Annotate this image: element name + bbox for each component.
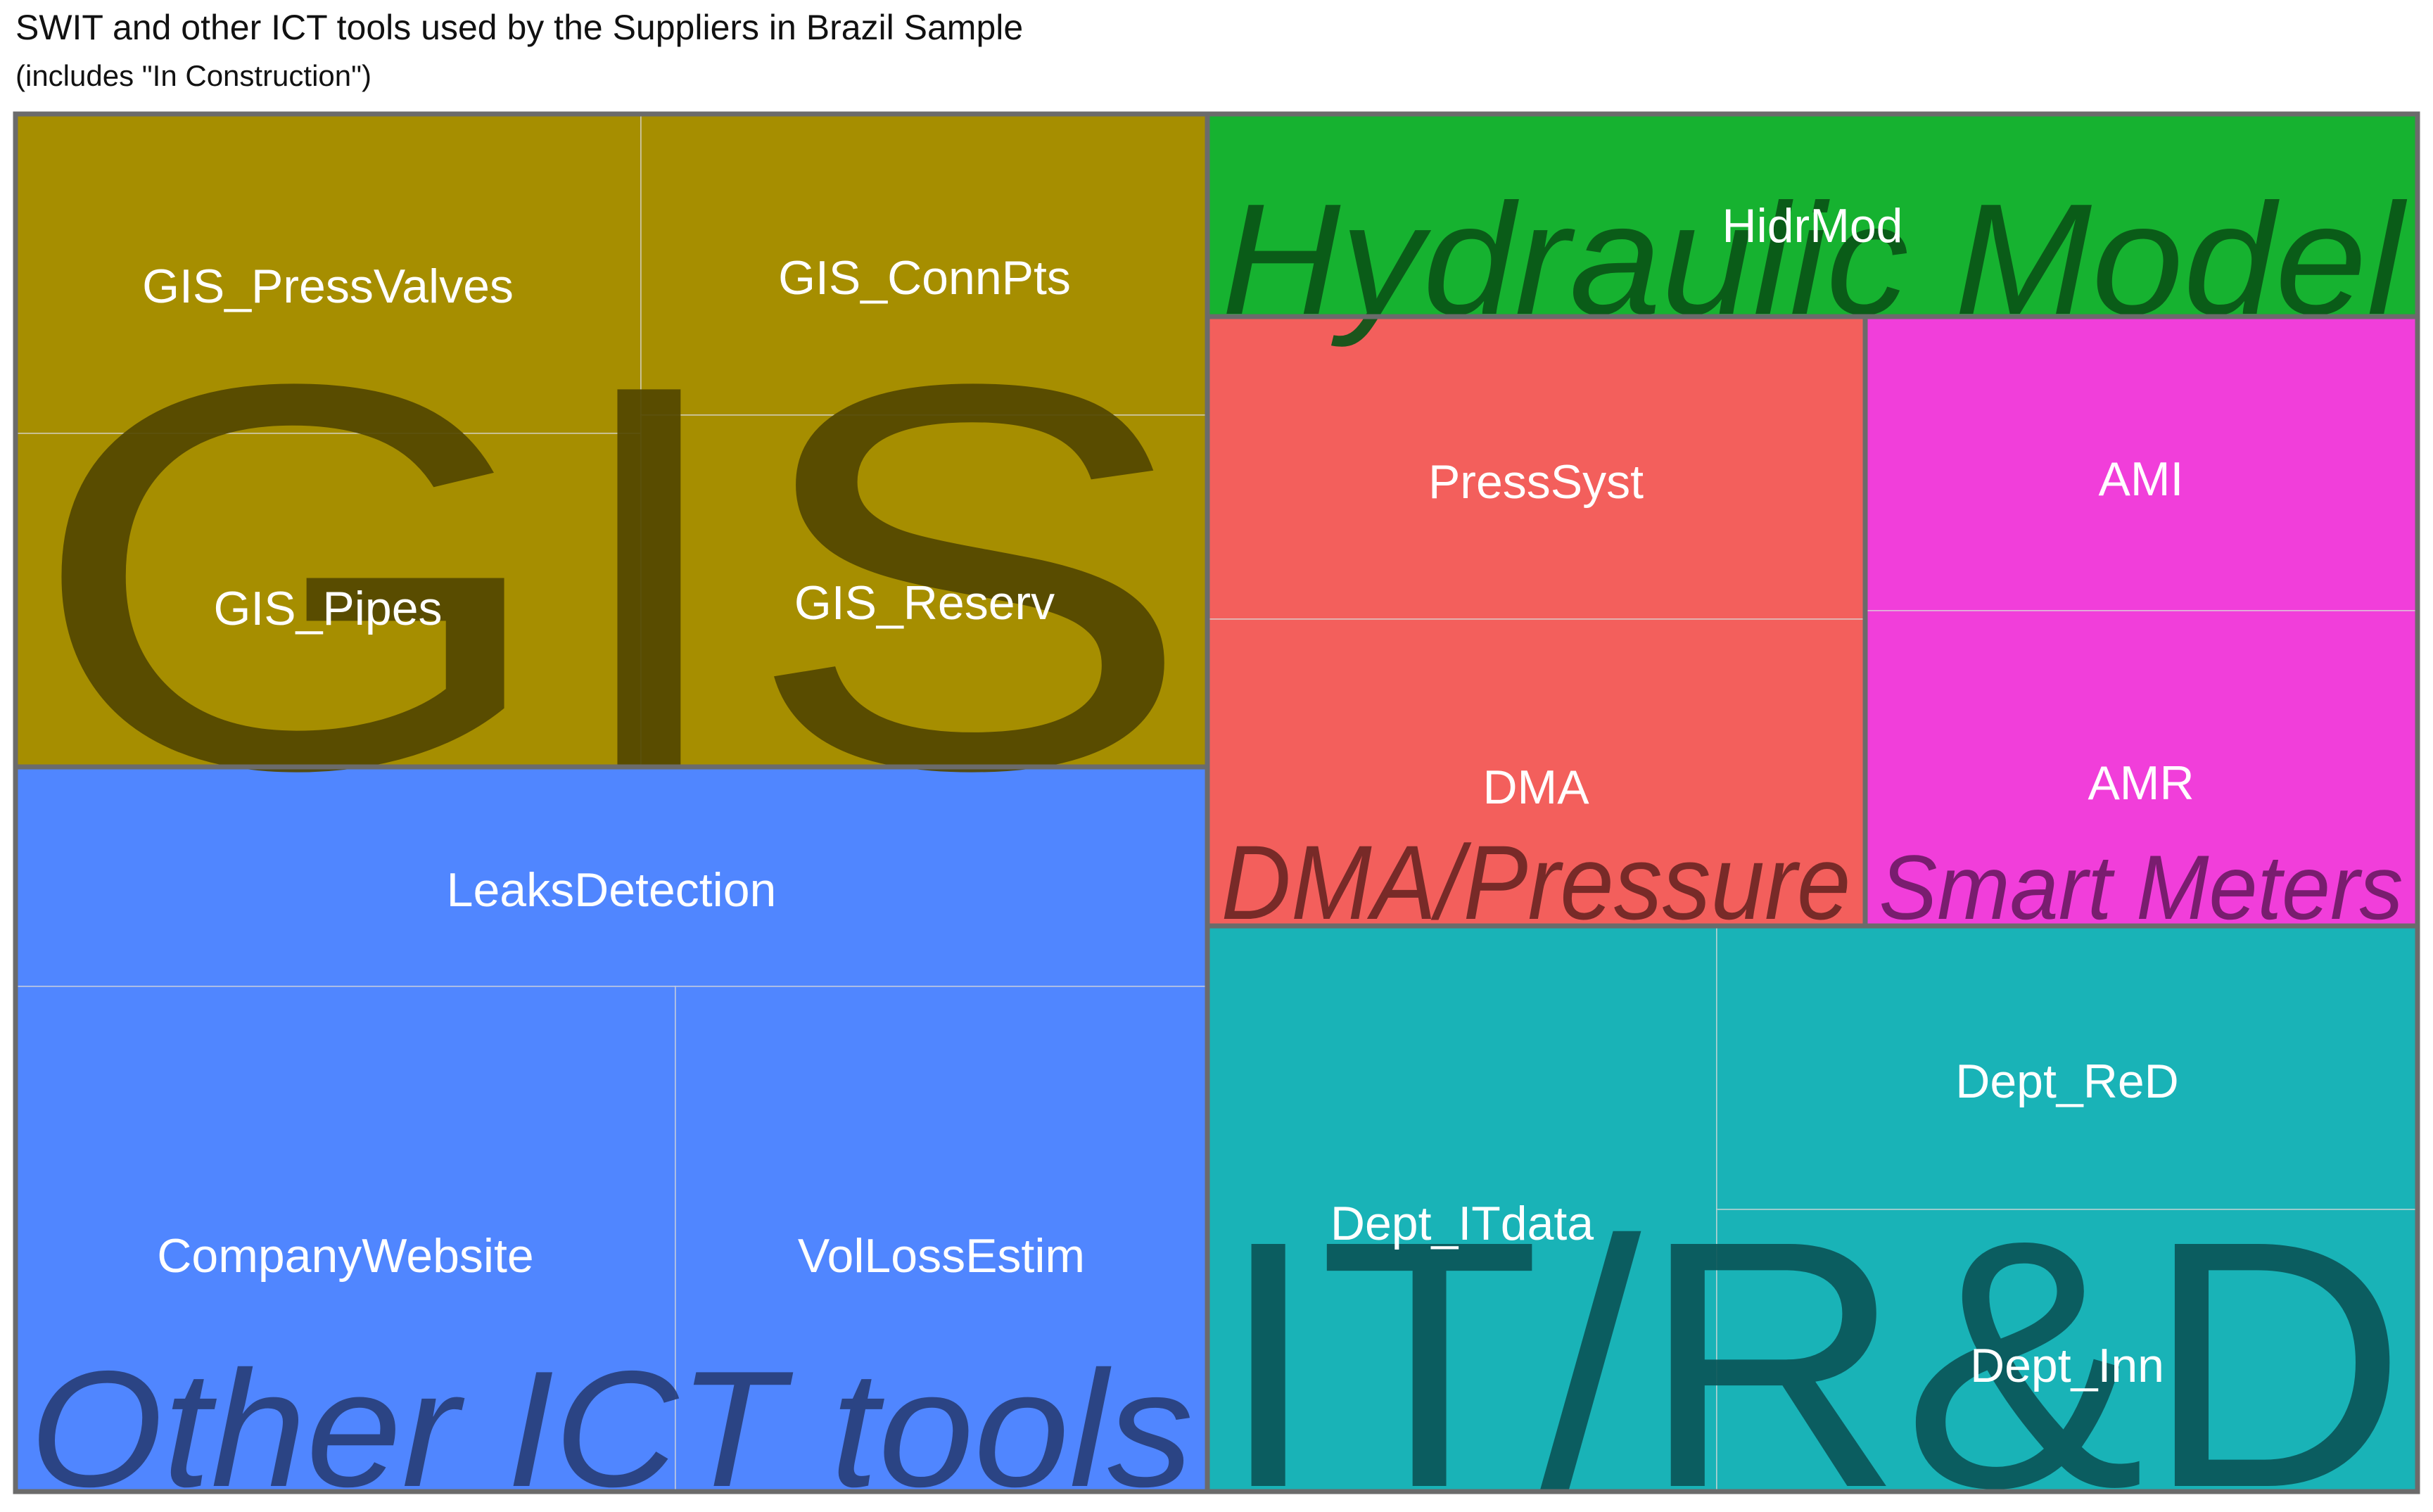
tile-label-gis-reserv: GIS_Reserv: [794, 576, 1055, 630]
tile-label-dma: DMA: [1482, 761, 1589, 814]
tile-label-companywebsite: CompanyWebsite: [157, 1229, 533, 1283]
tile-label-vollossestim: VolLossEstim: [798, 1229, 1085, 1283]
tile-label-amr: AMR: [2088, 756, 2194, 810]
chart-title: SWIT and other ICT tools used by the Sup…: [15, 8, 1024, 47]
treemap-tile-gis-reserv: [640, 414, 1208, 768]
treemap-group-it-r-d: [1207, 925, 2418, 1492]
tile-label-leaksdetection: LeaksDetection: [447, 863, 777, 917]
tile-label-gis-pipes: GIS_Pipes: [213, 582, 442, 635]
tile-label-dept-red: Dept_ReD: [1955, 1055, 2179, 1108]
tile-label-presssyst: PressSyst: [1428, 455, 1644, 509]
treemap-tile-vollossestim: [675, 986, 1208, 1492]
group-label-other-ict-tools: Other ICT tools: [30, 1336, 1193, 1512]
group-label-dma-pressure: DMA/Pressure: [1221, 823, 1851, 941]
chart-subtitle: (includes "In Construction"): [15, 59, 372, 92]
tile-label-dept-itdata: Dept_ITdata: [1330, 1197, 1594, 1250]
group-label-smart-meters: Smart Meters: [1879, 836, 2403, 939]
treemap-tile-leaksdetection: [15, 766, 1208, 987]
treemap-tile-gis-pipes: [15, 433, 642, 768]
group-label-gis: GIS: [27, 271, 1195, 884]
group-label-it-r-d: IT/R&D: [1218, 1167, 2407, 1512]
treemap-tile-companywebsite: [15, 986, 676, 1492]
treemap-tile-dma: [1207, 618, 1866, 927]
treemap-group-other-ict-tools: [15, 766, 1208, 1492]
treemap-tile-dept-itdata: [1207, 925, 1717, 1492]
treemap-group-smart-meters: [1865, 316, 2418, 927]
tile-label-hidrmod: HidrMod: [1722, 199, 1903, 253]
tile-label-ami: AMI: [2099, 452, 2184, 506]
treemap-tile-presssyst: [1207, 316, 1866, 620]
tile-label-gis-connpts: GIS_ConnPts: [778, 251, 1071, 305]
tile-label-dept-inn: Dept_Inn: [1970, 1339, 2164, 1392]
tile-label-gis-pressvalves: GIS_PressValves: [142, 260, 514, 313]
treemap-tile-ami: [1865, 316, 2418, 611]
treemap-tile-amr: [1865, 610, 2418, 927]
group-label-hydraulic-model: Hydraulic Model: [1221, 170, 2408, 348]
treemap-group-dma-pressure: [1207, 316, 1866, 927]
group-border-it-r-d: [1205, 923, 2420, 1494]
